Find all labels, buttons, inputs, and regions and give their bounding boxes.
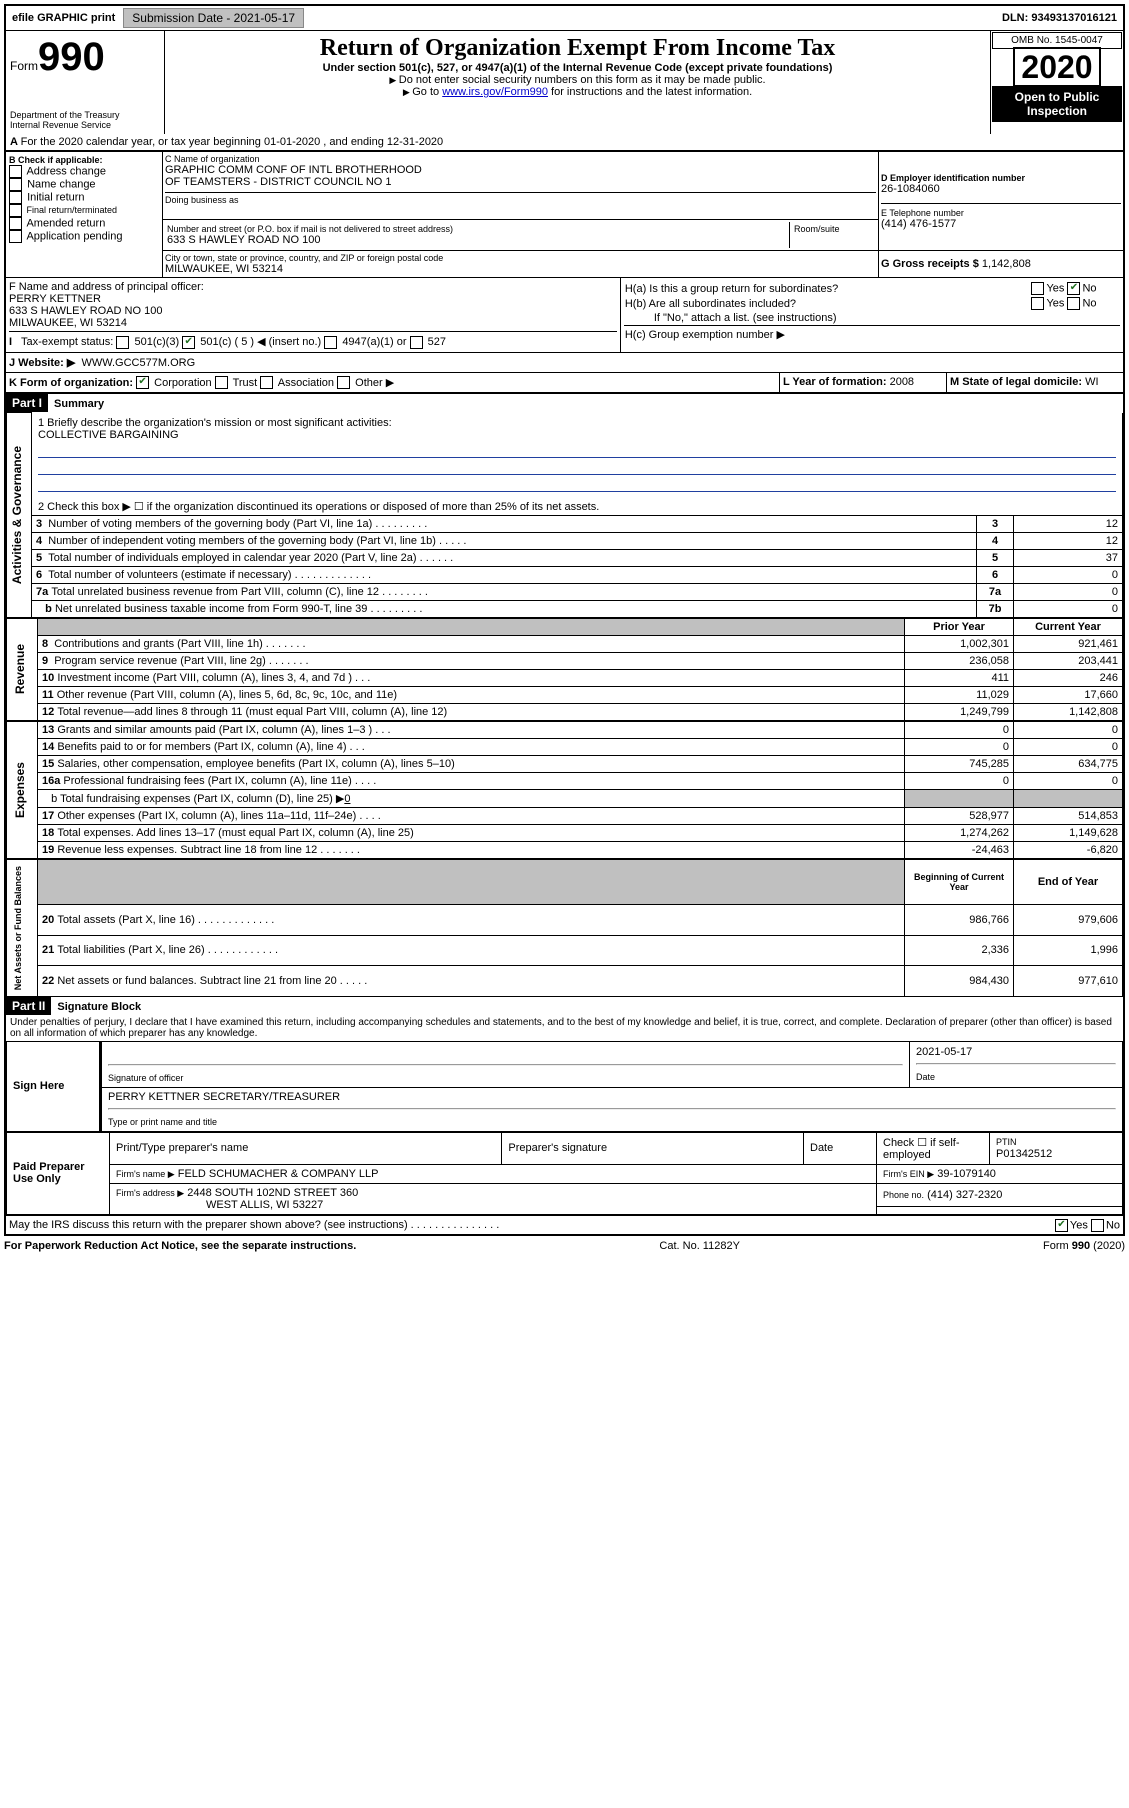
line-22: 22 Net assets or fund balances. Subtract…: [7, 966, 1123, 997]
line-15: 15 Salaries, other compensation, employe…: [7, 755, 1123, 772]
gross-receipts: 1,142,808: [982, 258, 1031, 270]
line-19: 19 Revenue less expenses. Subtract line …: [7, 841, 1123, 858]
part1-table: Activities & Governance 1 Briefly descri…: [6, 412, 1123, 618]
officer-tax-block: F Name and address of principal officer:…: [6, 277, 1123, 352]
initial-return-checkbox[interactable]: [9, 191, 22, 204]
form-title: Return of Organization Exempt From Incom…: [169, 35, 986, 62]
mission-text: COLLECTIVE BARGAINING: [38, 429, 1116, 441]
page-footer: For Paperwork Reduction Act Notice, see …: [4, 1236, 1125, 1252]
dln: DLN: 93493137016121: [1002, 12, 1123, 24]
address-change-checkbox[interactable]: [9, 165, 22, 178]
line-11: 11 Other revenue (Part VIII, column (A),…: [7, 686, 1123, 703]
line-5: 5 Total number of individuals employed i…: [7, 549, 1123, 566]
signature-declaration: Under penalties of perjury, I declare th…: [6, 1015, 1123, 1041]
form-number: 990: [38, 35, 105, 79]
line-16a: 16a Professional fundraising fees (Part …: [7, 772, 1123, 789]
line-18: 18 Total expenses. Add lines 13–17 (must…: [7, 824, 1123, 841]
netassets-table: Net Assets or Fund Balances Beginning of…: [6, 859, 1123, 997]
tax-year: 2020: [1013, 47, 1100, 87]
line-4: 4 Number of independent voting members o…: [7, 532, 1123, 549]
efile-label: efile GRAPHIC print: [6, 12, 121, 24]
line-14: 14 Benefits paid to or for members (Part…: [7, 738, 1123, 755]
revenue-table: Revenue Prior Year Current Year 8 Contri…: [6, 618, 1123, 721]
line-7a: 7a Total unrelated business revenue from…: [7, 583, 1123, 600]
part2-header: Part IISignature Block: [6, 997, 1123, 1015]
corporation-checkbox[interactable]: [136, 376, 149, 389]
line-10: 10 Investment income (Part VIII, column …: [7, 669, 1123, 686]
officer-signature-name: PERRY KETTNER SECRETARY/TREASURER: [108, 1091, 1116, 1103]
top-bar: efile GRAPHIC print Submission Date - 20…: [6, 6, 1123, 31]
discuss-yes-checkbox[interactable]: [1055, 1219, 1068, 1232]
name-change-checkbox[interactable]: [9, 178, 22, 191]
final-return-checkbox[interactable]: [9, 204, 22, 217]
header: Form990 Department of the Treasury Inter…: [6, 31, 1123, 134]
submission-date-button[interactable]: Submission Date - 2021-05-17: [123, 8, 304, 28]
discuss-row: May the IRS discuss this return with the…: [6, 1215, 1123, 1234]
line-8: 8 Contributions and grants (Part VIII, l…: [7, 635, 1123, 652]
city-state-zip: MILWAUKEE, WI 53214: [165, 263, 876, 275]
open-public-badge: Open to Public Inspection: [992, 86, 1122, 122]
tax-period: A For the 2020 calendar year, or tax yea…: [6, 134, 1123, 151]
paid-preparer-block: Paid Preparer Use Only Print/Type prepar…: [6, 1132, 1123, 1215]
line-12: 12 Total revenue—add lines 8 through 11 …: [7, 703, 1123, 720]
line-20: 20 Total assets (Part X, line 16) . . . …: [7, 904, 1123, 935]
line-17: 17 Other expenses (Part IX, column (A), …: [7, 807, 1123, 824]
principal-officer: PERRY KETTNER: [9, 293, 617, 305]
line-9: 9 Program service revenue (Part VIII, li…: [7, 652, 1123, 669]
discuss-no-checkbox[interactable]: [1091, 1219, 1104, 1232]
telephone: (414) 476-1577: [881, 218, 1121, 230]
instructions-link[interactable]: www.irs.gov/Form990: [442, 86, 548, 98]
501c-checkbox[interactable]: [182, 336, 195, 349]
amended-return-checkbox[interactable]: [9, 217, 22, 230]
part1-header: Part ISummary: [6, 392, 1123, 412]
expenses-table: Expenses 13 Grants and similar amounts p…: [6, 721, 1123, 859]
line-3: 3 Number of voting members of the govern…: [7, 515, 1123, 532]
sign-here-block: Sign Here Signature of officer 2021-05-1…: [6, 1041, 1123, 1132]
line-6: 6 Total number of volunteers (estimate i…: [7, 566, 1123, 583]
street-address: 633 S HAWLEY ROAD NO 100: [167, 234, 787, 246]
form-container: efile GRAPHIC print Submission Date - 20…: [4, 4, 1125, 1236]
application-pending-checkbox[interactable]: [9, 230, 22, 243]
ein: 26-1084060: [881, 183, 1121, 195]
identity-block: B Check if applicable: Address change Na…: [6, 151, 1123, 277]
line-21: 21 Total liabilities (Part X, line 26) .…: [7, 935, 1123, 966]
org-name: GRAPHIC COMM CONF OF INTL BROTHERHOODOF …: [165, 164, 876, 188]
group-return-no[interactable]: [1067, 282, 1080, 295]
line-7b: b Net unrelated business taxable income …: [7, 600, 1123, 617]
line-16b: b Total fundraising expenses (Part IX, c…: [7, 789, 1123, 807]
website-row: J Website: ▶ WWW.GCC577M.ORG: [6, 352, 1123, 372]
kl-row: K Form of organization: Corporation Trus…: [6, 372, 1123, 393]
